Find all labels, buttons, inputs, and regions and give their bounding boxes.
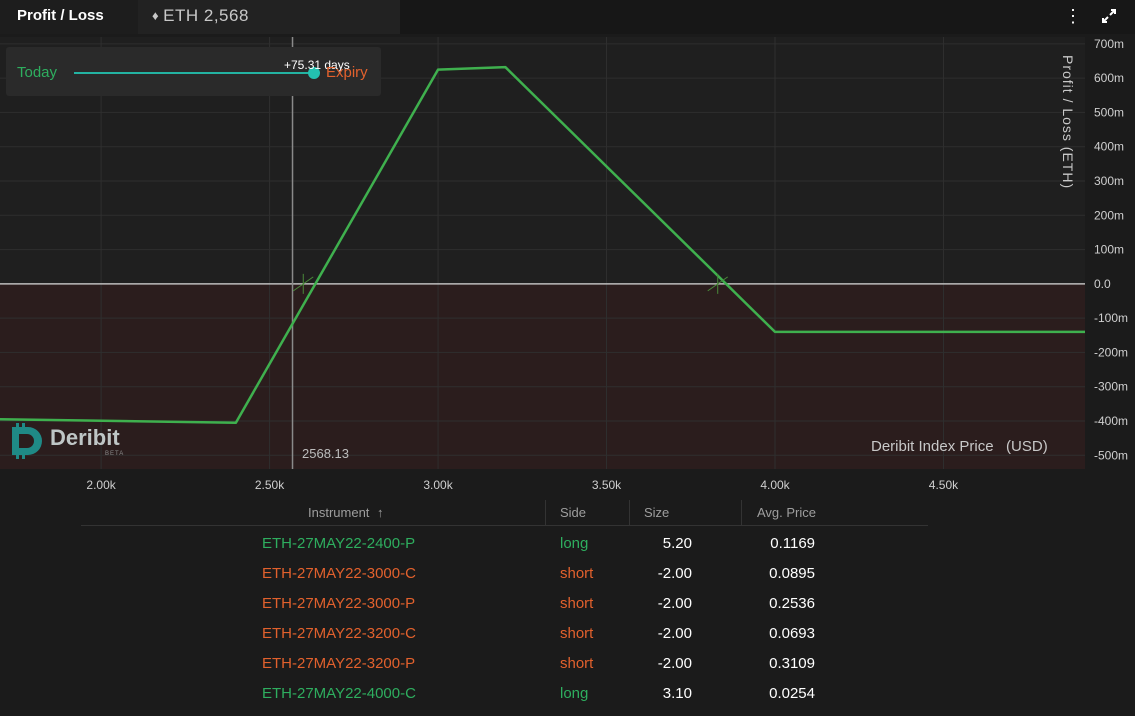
breakeven-marker bbox=[707, 276, 729, 292]
side-cell: long bbox=[560, 685, 589, 702]
time-slider-handle[interactable] bbox=[308, 67, 320, 79]
ethereum-icon: ♦ bbox=[152, 8, 160, 23]
table-header: Instrument ↑ Side Size Avg. Price bbox=[81, 500, 928, 526]
column-divider bbox=[545, 500, 546, 525]
side-cell: short bbox=[560, 565, 594, 582]
table-row[interactable]: ETH-27MAY22-3200-C short -2.00 0.0693 bbox=[81, 616, 928, 646]
arrow-up-icon: ↑ bbox=[377, 505, 384, 520]
size-cell: -2.00 bbox=[657, 595, 692, 612]
time-slider-track[interactable] bbox=[74, 72, 314, 74]
avg-price-cell: 0.0895 bbox=[769, 565, 815, 582]
size-cell: 5.20 bbox=[662, 535, 692, 552]
y-tick-label: 600m bbox=[1094, 71, 1124, 85]
y-tick-label: 700m bbox=[1094, 37, 1124, 51]
y-tick-label: 500m bbox=[1094, 105, 1124, 119]
y-tick-label: 100m bbox=[1094, 243, 1124, 257]
y-tick-label: -100m bbox=[1094, 311, 1128, 325]
column-header-side[interactable]: Side bbox=[560, 505, 587, 520]
y-tick-label: 300m bbox=[1094, 174, 1124, 188]
pnl-chart-svg: 700m 600m 500m 400m 300m 200m 100m 0.0 -100m -200… bbox=[0, 37, 1128, 492]
x-tick-label: 4.00k bbox=[760, 478, 790, 492]
negative-region-bg bbox=[0, 283, 1085, 469]
instrument-cell[interactable]: ETH-27MAY22-3000-P bbox=[262, 595, 416, 612]
y-axis-label: Profit / Loss (ETH) bbox=[1060, 55, 1076, 190]
instrument-cell[interactable]: ETH-27MAY22-2400-P bbox=[262, 535, 416, 552]
days-to-expiry-label: +75.31 days bbox=[284, 58, 350, 72]
instrument-cell[interactable]: ETH-27MAY22-3000-C bbox=[262, 565, 416, 582]
more-options-icon[interactable]: ⋮ bbox=[1064, 6, 1082, 26]
avg-price-cell: 0.2536 bbox=[769, 595, 815, 612]
y-tick-label: -400m bbox=[1094, 414, 1128, 428]
size-cell: -2.00 bbox=[657, 625, 692, 642]
logo-beta-badge: BETA bbox=[105, 451, 125, 457]
breakeven-marker bbox=[292, 276, 314, 292]
side-cell: short bbox=[560, 595, 594, 612]
asset-price-label: ETH 2,568 bbox=[163, 6, 249, 25]
x-tick-label: 3.00k bbox=[423, 478, 453, 492]
table-row[interactable]: ETH-27MAY22-3200-P short -2.00 0.3109 bbox=[81, 646, 928, 676]
pnl-chart[interactable]: 700m 600m 500m 400m 300m 200m 100m 0.0 -100m -200… bbox=[0, 37, 1135, 498]
instrument-cell[interactable]: ETH-27MAY22-3200-P bbox=[262, 655, 416, 672]
y-tick-label: -500m bbox=[1094, 448, 1128, 462]
deribit-logo-icon bbox=[12, 423, 42, 459]
x-tick-label: 2.50k bbox=[255, 478, 285, 492]
size-cell: 3.10 bbox=[662, 685, 692, 702]
cursor-price-label: 2568.13 bbox=[302, 446, 349, 461]
x-tick-label: 4.50k bbox=[929, 478, 959, 492]
x-tick-label: 2.00k bbox=[86, 478, 116, 492]
column-header-avg-price[interactable]: Avg. Price bbox=[757, 505, 817, 520]
y-tick-label: -300m bbox=[1094, 380, 1128, 394]
instrument-cell[interactable]: ETH-27MAY22-3200-C bbox=[262, 625, 416, 642]
table-row[interactable]: ETH-27MAY22-3000-C short -2.00 0.0895 bbox=[81, 556, 928, 586]
y-tick-label: 0.0 bbox=[1094, 277, 1111, 291]
deribit-logo: Deribit BETA bbox=[8, 423, 138, 461]
y-tick-label: -200m bbox=[1094, 345, 1128, 359]
y-tick-label: 200m bbox=[1094, 208, 1124, 222]
avg-price-cell: 0.0693 bbox=[769, 625, 815, 642]
side-cell: short bbox=[560, 655, 594, 672]
column-divider bbox=[629, 500, 630, 525]
pnl-line bbox=[0, 65, 1085, 424]
y-tick-label: 400m bbox=[1094, 140, 1124, 154]
time-legend: Today +75.31 days Expiry bbox=[6, 47, 381, 96]
legend-today: Today bbox=[17, 64, 58, 81]
avg-price-cell: 0.1169 bbox=[770, 535, 815, 552]
instrument-cell[interactable]: ETH-27MAY22-4000-C bbox=[262, 685, 416, 702]
positions-table: Instrument ↑ Side Size Avg. Price ETH-27… bbox=[81, 500, 928, 706]
table-body: ETH-27MAY22-2400-P long 5.20 0.1169 ETH-27MA… bbox=[81, 526, 928, 706]
expand-icon[interactable] bbox=[1100, 7, 1118, 25]
side-cell: short bbox=[560, 625, 594, 642]
tab-profit-loss[interactable]: Profit / Loss bbox=[0, 0, 138, 34]
table-row[interactable]: ETH-27MAY22-4000-C long 3.10 0.0254 bbox=[81, 676, 928, 706]
side-cell: long bbox=[560, 535, 589, 552]
size-cell: -2.00 bbox=[657, 565, 692, 582]
legend-expiry: Expiry bbox=[326, 64, 368, 81]
column-header-size[interactable]: Size bbox=[644, 505, 670, 520]
avg-price-cell: 0.3109 bbox=[769, 655, 815, 672]
avg-price-cell: 0.0254 bbox=[769, 685, 815, 702]
table-row[interactable]: ETH-27MAY22-2400-P long 5.20 0.1169 bbox=[81, 526, 928, 556]
x-axis-label: Deribit Index Price (USD) bbox=[871, 438, 1048, 455]
x-tick-label: 3.50k bbox=[592, 478, 622, 492]
top-bar: Profit / Loss ♦ ETH 2,568 ⋮ bbox=[0, 0, 1135, 34]
column-divider bbox=[741, 500, 742, 525]
table-row[interactable]: ETH-27MAY22-3000-P short -2.00 0.2536 bbox=[81, 586, 928, 616]
column-header-instrument[interactable]: Instrument ↑ bbox=[308, 505, 384, 520]
logo-text: Deribit bbox=[50, 425, 120, 450]
size-cell: -2.00 bbox=[657, 655, 692, 672]
tab-eth-price[interactable]: ♦ ETH 2,568 bbox=[138, 0, 400, 34]
